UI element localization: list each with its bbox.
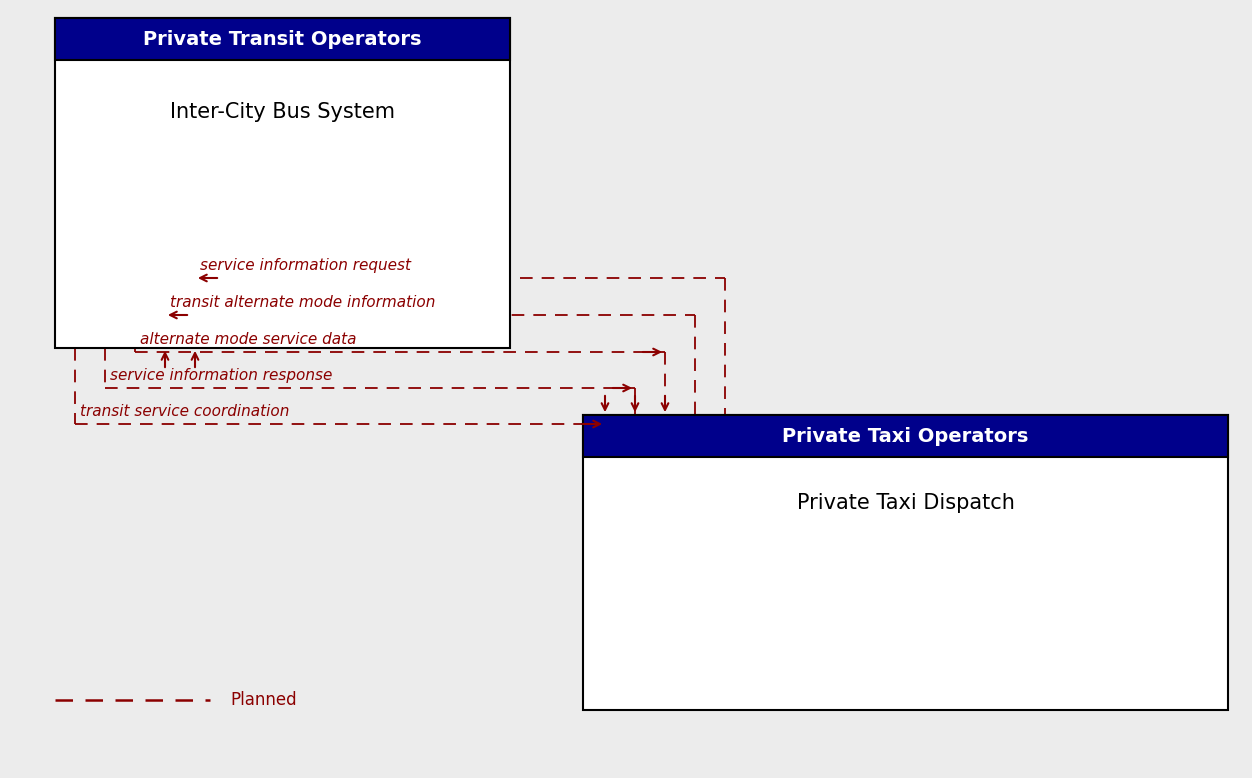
Text: transit service coordination: transit service coordination: [80, 404, 289, 419]
Text: alternate mode service data: alternate mode service data: [140, 332, 357, 347]
Text: Planned: Planned: [230, 691, 297, 709]
Bar: [583, 415, 1228, 457]
Bar: [55, 18, 510, 60]
Text: Private Taxi Dispatch: Private Taxi Dispatch: [796, 492, 1014, 513]
Text: Private Taxi Operators: Private Taxi Operators: [782, 426, 1029, 446]
Text: Private Transit Operators: Private Transit Operators: [143, 30, 422, 48]
Bar: [55, 18, 510, 348]
Text: Inter-City Bus System: Inter-City Bus System: [170, 102, 394, 122]
Bar: [583, 415, 1228, 710]
Text: service information response: service information response: [110, 368, 332, 383]
Text: service information request: service information request: [200, 258, 411, 273]
Text: transit alternate mode information: transit alternate mode information: [170, 295, 436, 310]
